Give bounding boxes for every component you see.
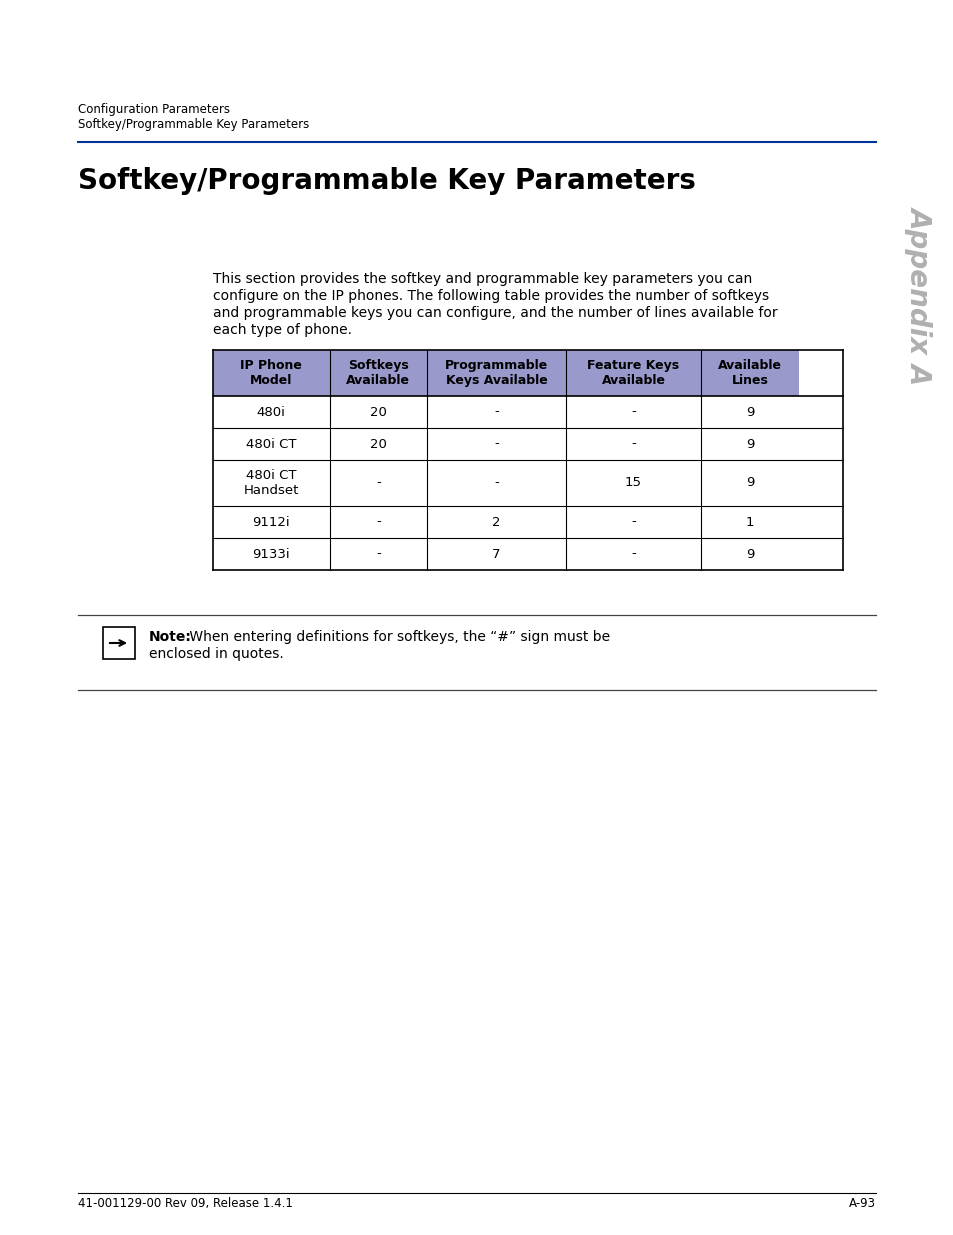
Text: 9: 9	[745, 477, 754, 489]
Bar	[329, 506, 427, 538]
Text: 20: 20	[370, 437, 386, 451]
Text: Softkey/Programmable Key Parameters: Softkey/Programmable Key Parameters	[78, 119, 309, 131]
Bar	[103, 627, 135, 659]
Bar	[700, 429, 798, 459]
Text: and programmable keys you can configure, and the number of lines available for: and programmable keys you can configure,…	[213, 306, 777, 320]
Text: 15: 15	[624, 477, 641, 489]
Text: -: -	[631, 437, 636, 451]
Bar	[329, 350, 427, 396]
Bar	[427, 350, 565, 396]
Bar	[565, 506, 700, 538]
Text: Softkeys
Available: Softkeys Available	[346, 359, 410, 387]
Bar	[700, 350, 798, 396]
Bar	[329, 429, 427, 459]
Bar	[700, 538, 798, 571]
Bar	[565, 459, 700, 506]
Text: 480i CT: 480i CT	[246, 437, 296, 451]
Text: -: -	[631, 547, 636, 561]
Text: IP Phone
Model: IP Phone Model	[240, 359, 302, 387]
Bar	[213, 350, 329, 396]
Bar	[213, 396, 329, 429]
Bar	[700, 506, 798, 538]
Bar	[565, 396, 700, 429]
Text: Appendix A: Appendix A	[905, 206, 933, 384]
Bar	[213, 506, 329, 538]
Text: Available
Lines: Available Lines	[718, 359, 781, 387]
Text: 1: 1	[745, 515, 754, 529]
Text: Softkey/Programmable Key Parameters: Softkey/Programmable Key Parameters	[78, 167, 695, 195]
Text: -: -	[494, 477, 498, 489]
Text: -: -	[494, 437, 498, 451]
Text: Configuration Parameters: Configuration Parameters	[78, 103, 230, 116]
Bar	[427, 429, 565, 459]
Text: 20: 20	[370, 405, 386, 419]
Text: 9: 9	[745, 547, 754, 561]
Text: Note:: Note:	[149, 630, 192, 643]
Bar	[427, 396, 565, 429]
Bar	[427, 459, 565, 506]
Text: -: -	[494, 405, 498, 419]
Text: -: -	[375, 547, 380, 561]
Bar	[565, 350, 700, 396]
Text: 9: 9	[745, 405, 754, 419]
Text: configure on the IP phones. The following table provides the number of softkeys: configure on the IP phones. The followin…	[213, 289, 768, 303]
Text: A-93: A-93	[848, 1197, 875, 1210]
Text: 480i CT
Handset: 480i CT Handset	[243, 469, 298, 496]
Text: -: -	[375, 515, 380, 529]
Text: -: -	[375, 477, 380, 489]
Text: When entering definitions for softkeys, the “#” sign must be: When entering definitions for softkeys, …	[185, 630, 610, 643]
Bar	[565, 429, 700, 459]
Text: 9: 9	[745, 437, 754, 451]
Bar	[700, 459, 798, 506]
Text: 7: 7	[492, 547, 500, 561]
Bar	[565, 538, 700, 571]
Text: 41-001129-00 Rev 09, Release 1.4.1: 41-001129-00 Rev 09, Release 1.4.1	[78, 1197, 293, 1210]
Text: 480i: 480i	[256, 405, 285, 419]
Bar	[427, 538, 565, 571]
Text: enclosed in quotes.: enclosed in quotes.	[149, 647, 283, 661]
Bar	[213, 459, 329, 506]
Text: 9133i: 9133i	[253, 547, 290, 561]
Bar	[700, 396, 798, 429]
Text: Feature Keys
Available: Feature Keys Available	[587, 359, 679, 387]
Text: each type of phone.: each type of phone.	[213, 324, 352, 337]
Bar	[329, 396, 427, 429]
Text: 2: 2	[492, 515, 500, 529]
Bar	[427, 506, 565, 538]
Text: Programmable
Keys Available: Programmable Keys Available	[444, 359, 548, 387]
Text: -: -	[631, 515, 636, 529]
Text: This section provides the softkey and programmable key parameters you can: This section provides the softkey and pr…	[213, 272, 752, 287]
Text: 9112i: 9112i	[253, 515, 290, 529]
Bar	[329, 538, 427, 571]
Bar	[329, 459, 427, 506]
Text: -: -	[631, 405, 636, 419]
Bar	[213, 538, 329, 571]
Bar	[213, 429, 329, 459]
